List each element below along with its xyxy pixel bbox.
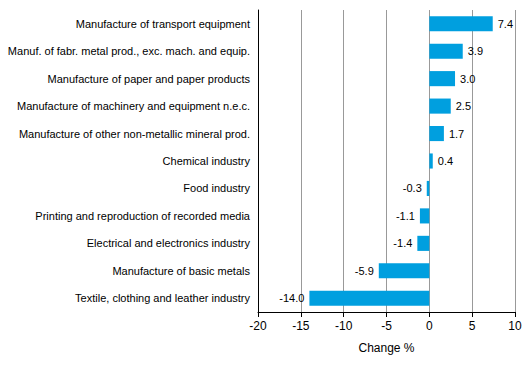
svg-text:Printing and reproduction of r: Printing and reproduction of recorded me…: [35, 210, 251, 222]
svg-text:3.0: 3.0: [460, 73, 475, 85]
svg-text:3.9: 3.9: [468, 45, 483, 57]
svg-text:Change %: Change %: [358, 341, 414, 355]
svg-text:Manufacture of machinery and e: Manufacture of machinery and equipment n…: [17, 100, 250, 112]
svg-text:2.5: 2.5: [456, 100, 471, 112]
svg-text:Manufacture of paper and paper: Manufacture of paper and paper products: [48, 73, 251, 85]
svg-text:5: 5: [469, 319, 476, 333]
svg-text:Manufacture of other non-metal: Manufacture of other non-metallic minera…: [19, 128, 250, 140]
svg-text:Manufacture of transport equip: Manufacture of transport equipment: [76, 18, 250, 30]
svg-text:-0.3: -0.3: [403, 182, 422, 194]
svg-text:Textile, clothing and leather: Textile, clothing and leather industry: [75, 292, 250, 304]
svg-text:Electrical and electronics ind: Electrical and electronics industry: [87, 237, 251, 249]
svg-text:10: 10: [508, 319, 522, 333]
svg-text:-5.9: -5.9: [355, 265, 374, 277]
svg-text:0: 0: [426, 319, 433, 333]
svg-text:-1.4: -1.4: [393, 237, 412, 249]
svg-text:7.4: 7.4: [498, 18, 513, 30]
svg-text:Chemical industry: Chemical industry: [163, 155, 251, 167]
svg-text:-10: -10: [335, 319, 353, 333]
svg-text:Manufacture of basic metals: Manufacture of basic metals: [112, 265, 250, 277]
svg-text:Manuf. of fabr. metal prod., e: Manuf. of fabr. metal prod., exc. mach. …: [8, 45, 250, 57]
svg-text:-15: -15: [292, 319, 310, 333]
svg-text:0.4: 0.4: [438, 155, 453, 167]
svg-text:-5: -5: [381, 319, 392, 333]
svg-text:-20: -20: [249, 319, 267, 333]
svg-text:-14.0: -14.0: [279, 292, 304, 304]
svg-text:-1.1: -1.1: [396, 210, 415, 222]
svg-text:1.7: 1.7: [449, 128, 464, 140]
svg-text:Food industry: Food industry: [183, 182, 250, 194]
